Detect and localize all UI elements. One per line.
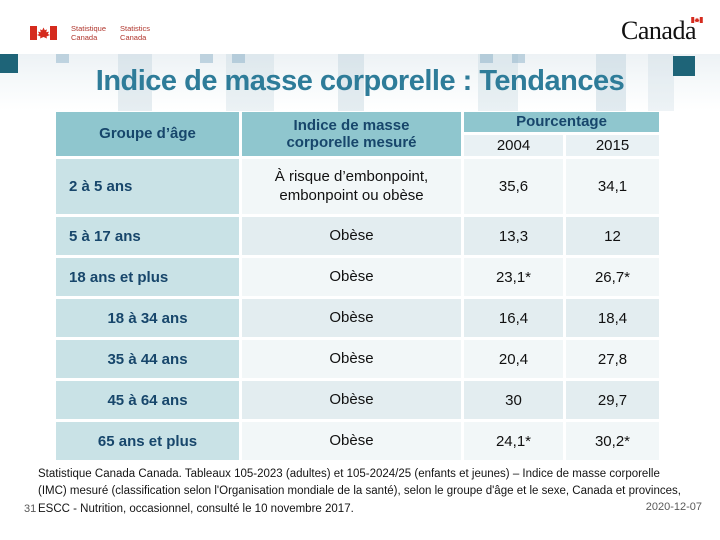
row-imc-category: Obèse (242, 381, 461, 419)
canada-wordmark-text: Canada (621, 16, 696, 45)
canada-flag-icon (30, 26, 57, 40)
page-number: 31 (24, 503, 37, 515)
statcan-label-en: Statistics Canada (120, 24, 151, 43)
decoration-strip (338, 54, 364, 111)
row-value-2015: 34,1 (566, 159, 659, 214)
decoration-square (200, 54, 213, 63)
statcan-label-fr: Statistique Canada (71, 24, 107, 43)
row-value-2015: 29,7 (566, 381, 659, 419)
row-imc-category: À risque d’embonpoint, embonpoint ou obè… (242, 159, 461, 214)
row-imc-category: Obèse (242, 340, 461, 378)
row-age-label: 18 ans et plus (56, 258, 239, 296)
decoration-square (56, 54, 69, 63)
decoration-strip (118, 54, 152, 111)
decoration-square (673, 56, 695, 76)
col-header-2015: 2015 (566, 135, 659, 156)
row-value-2004: 23,1* (464, 258, 563, 296)
row-value-2004: 30 (464, 381, 563, 419)
row-age-label: 65 ans et plus (56, 422, 239, 460)
row-value-2015: 30,2* (566, 422, 659, 460)
row-age-label: 2 à 5 ans (56, 159, 239, 214)
decoration-strip (226, 54, 274, 111)
row-age-label: 35 à 44 ans (56, 340, 239, 378)
page-title: Indice de masse corporelle : Tendances (95, 65, 625, 97)
row-value-2015: 12 (566, 217, 659, 255)
col-header-imc: Indice de masse corporelle mesuré (242, 112, 461, 156)
col-header-pourcentage: Pourcentage (464, 112, 659, 132)
decoration-square (480, 54, 493, 63)
row-value-2015: 18,4 (566, 299, 659, 337)
decoration-square (0, 54, 18, 73)
statcan-signature: Statistique Canada Statistics Canada (30, 24, 150, 43)
row-value-2004: 16,4 (464, 299, 563, 337)
decoration-square (232, 54, 245, 63)
row-imc-category: Obèse (242, 422, 461, 460)
row-value-2015: 27,8 (566, 340, 659, 378)
decoration-strip (596, 54, 626, 111)
source-note: Statistique Canada Canada. Tableaux 105-… (38, 468, 681, 515)
decoration-square (512, 54, 525, 63)
imc-table: Groupe d’âge Indice de masse corporelle … (56, 112, 659, 460)
decoration-strip (478, 54, 518, 111)
row-age-label: 45 à 64 ans (56, 381, 239, 419)
row-value-2004: 20,4 (464, 340, 563, 378)
col-header-groupe-age: Groupe d’âge (56, 112, 239, 156)
row-value-2004: 24,1* (464, 422, 563, 460)
row-imc-category: Obèse (242, 217, 461, 255)
canada-wordmark: Canada (621, 16, 703, 46)
row-value-2015: 26,7* (566, 258, 659, 296)
slide-date: 2020-12-07 (645, 501, 702, 513)
row-age-label: 5 à 17 ans (56, 217, 239, 255)
decoration-strip (648, 54, 674, 111)
row-age-label: 18 à 34 ans (56, 299, 239, 337)
row-value-2004: 35,6 (464, 159, 563, 214)
row-value-2004: 13,3 (464, 217, 563, 255)
row-imc-category: Obèse (242, 258, 461, 296)
row-imc-category: Obèse (242, 299, 461, 337)
col-header-2004: 2004 (464, 135, 563, 156)
title-band: Indice de masse corporelle : Tendances (0, 54, 720, 111)
canada-flag-icon (691, 17, 703, 23)
